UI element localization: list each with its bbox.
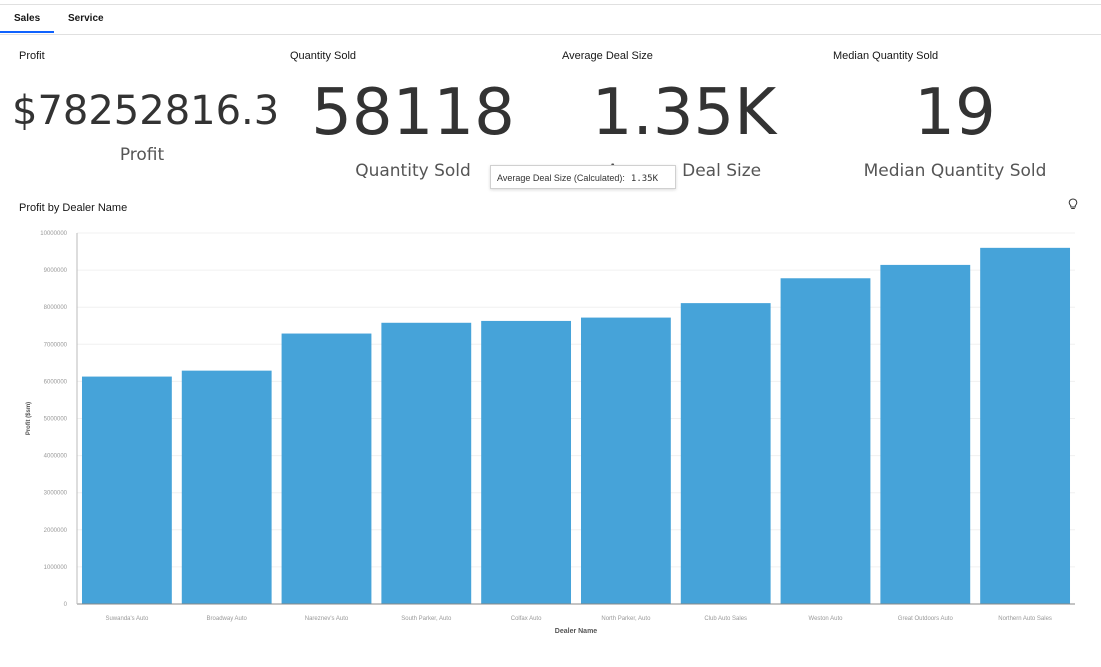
x-axis-label: Dealer Name bbox=[555, 628, 598, 635]
lightbulb-icon[interactable] bbox=[1066, 197, 1080, 211]
x-tick-label: Suwanda's Auto bbox=[105, 616, 149, 622]
bar[interactable] bbox=[81, 376, 172, 604]
y-axis-ticks: 0 1000000 2000000 3000000 4000000 5000000 6000… bbox=[40, 231, 67, 608]
kpi-median-label: Median Quantity Sold bbox=[863, 161, 1047, 181]
bar[interactable] bbox=[880, 264, 971, 604]
x-tick-label: Great Outdoors Auto bbox=[898, 616, 954, 622]
y-tick-label: 4000000 bbox=[44, 454, 68, 460]
y-tick-label: 5000000 bbox=[44, 417, 68, 423]
x-tick-label: Northern Auto Sales bbox=[998, 616, 1052, 622]
x-tick-label: North Parker, Auto bbox=[601, 616, 651, 622]
kpi-median-title: Median Quantity Sold bbox=[833, 50, 939, 62]
tab-bar: Sales Service bbox=[0, 8, 1101, 35]
y-tick-label: 6000000 bbox=[44, 379, 68, 385]
tab-service[interactable]: Service bbox=[68, 13, 104, 24]
kpi-profit-value: $78252816.3 bbox=[12, 88, 280, 134]
bar[interactable] bbox=[580, 317, 671, 604]
y-tick-label: 8000000 bbox=[44, 305, 68, 311]
x-tick-label: Broadway Auto bbox=[207, 616, 248, 622]
bar[interactable] bbox=[980, 247, 1071, 604]
kpi-quantity-value: 58118 bbox=[311, 76, 515, 150]
kpi-median-value: 19 bbox=[914, 76, 996, 150]
tab-sales[interactable]: Sales bbox=[0, 13, 55, 33]
bar[interactable] bbox=[780, 278, 871, 604]
kpi-deal-size-title: Average Deal Size bbox=[562, 50, 653, 62]
tooltip-label: Average Deal Size (Calculated): bbox=[497, 173, 625, 183]
y-tick-label: 10000000 bbox=[40, 231, 67, 237]
top-divider bbox=[0, 4, 1101, 5]
deal-size-tooltip: Average Deal Size (Calculated): 1.35K bbox=[490, 165, 676, 189]
bar[interactable] bbox=[481, 320, 572, 604]
x-tick-label: Nareznev's Auto bbox=[305, 616, 349, 622]
kpi-quantity-label: Quantity Sold bbox=[355, 161, 471, 181]
kpi-profit-title: Profit bbox=[19, 50, 45, 62]
x-axis-ticks: Suwanda's Auto Broadway Auto Nareznev's Au… bbox=[105, 616, 1051, 622]
x-tick-label: Colfax Auto bbox=[511, 616, 542, 622]
x-tick-label: Weston Auto bbox=[809, 616, 844, 622]
y-tick-label: 7000000 bbox=[44, 342, 68, 348]
y-tick-label: 3000000 bbox=[44, 491, 68, 497]
y-tick-label: 9000000 bbox=[44, 268, 68, 274]
bar[interactable] bbox=[680, 303, 771, 604]
y-tick-label: 2000000 bbox=[44, 528, 68, 534]
y-tick-label: 0 bbox=[64, 602, 68, 608]
y-tick-label: 1000000 bbox=[44, 565, 68, 571]
chart-gridlines bbox=[77, 232, 1075, 568]
bar[interactable] bbox=[281, 333, 372, 604]
chart-title: Profit by Dealer Name bbox=[19, 202, 128, 214]
chart-bars bbox=[81, 247, 1071, 604]
kpi-quantity-title: Quantity Sold bbox=[290, 50, 357, 62]
bar[interactable] bbox=[381, 322, 472, 604]
bar[interactable] bbox=[181, 370, 272, 604]
tooltip-value: 1.35K bbox=[630, 174, 658, 184]
kpi-deal-size-value: 1.35K bbox=[591, 76, 777, 150]
x-tick-label: South Parker, Auto bbox=[401, 616, 452, 622]
y-axis-label: Profit ($sm) bbox=[26, 402, 32, 435]
kpi-profit-label: Profit bbox=[119, 145, 165, 165]
x-tick-label: Club Auto Sales bbox=[704, 616, 747, 622]
